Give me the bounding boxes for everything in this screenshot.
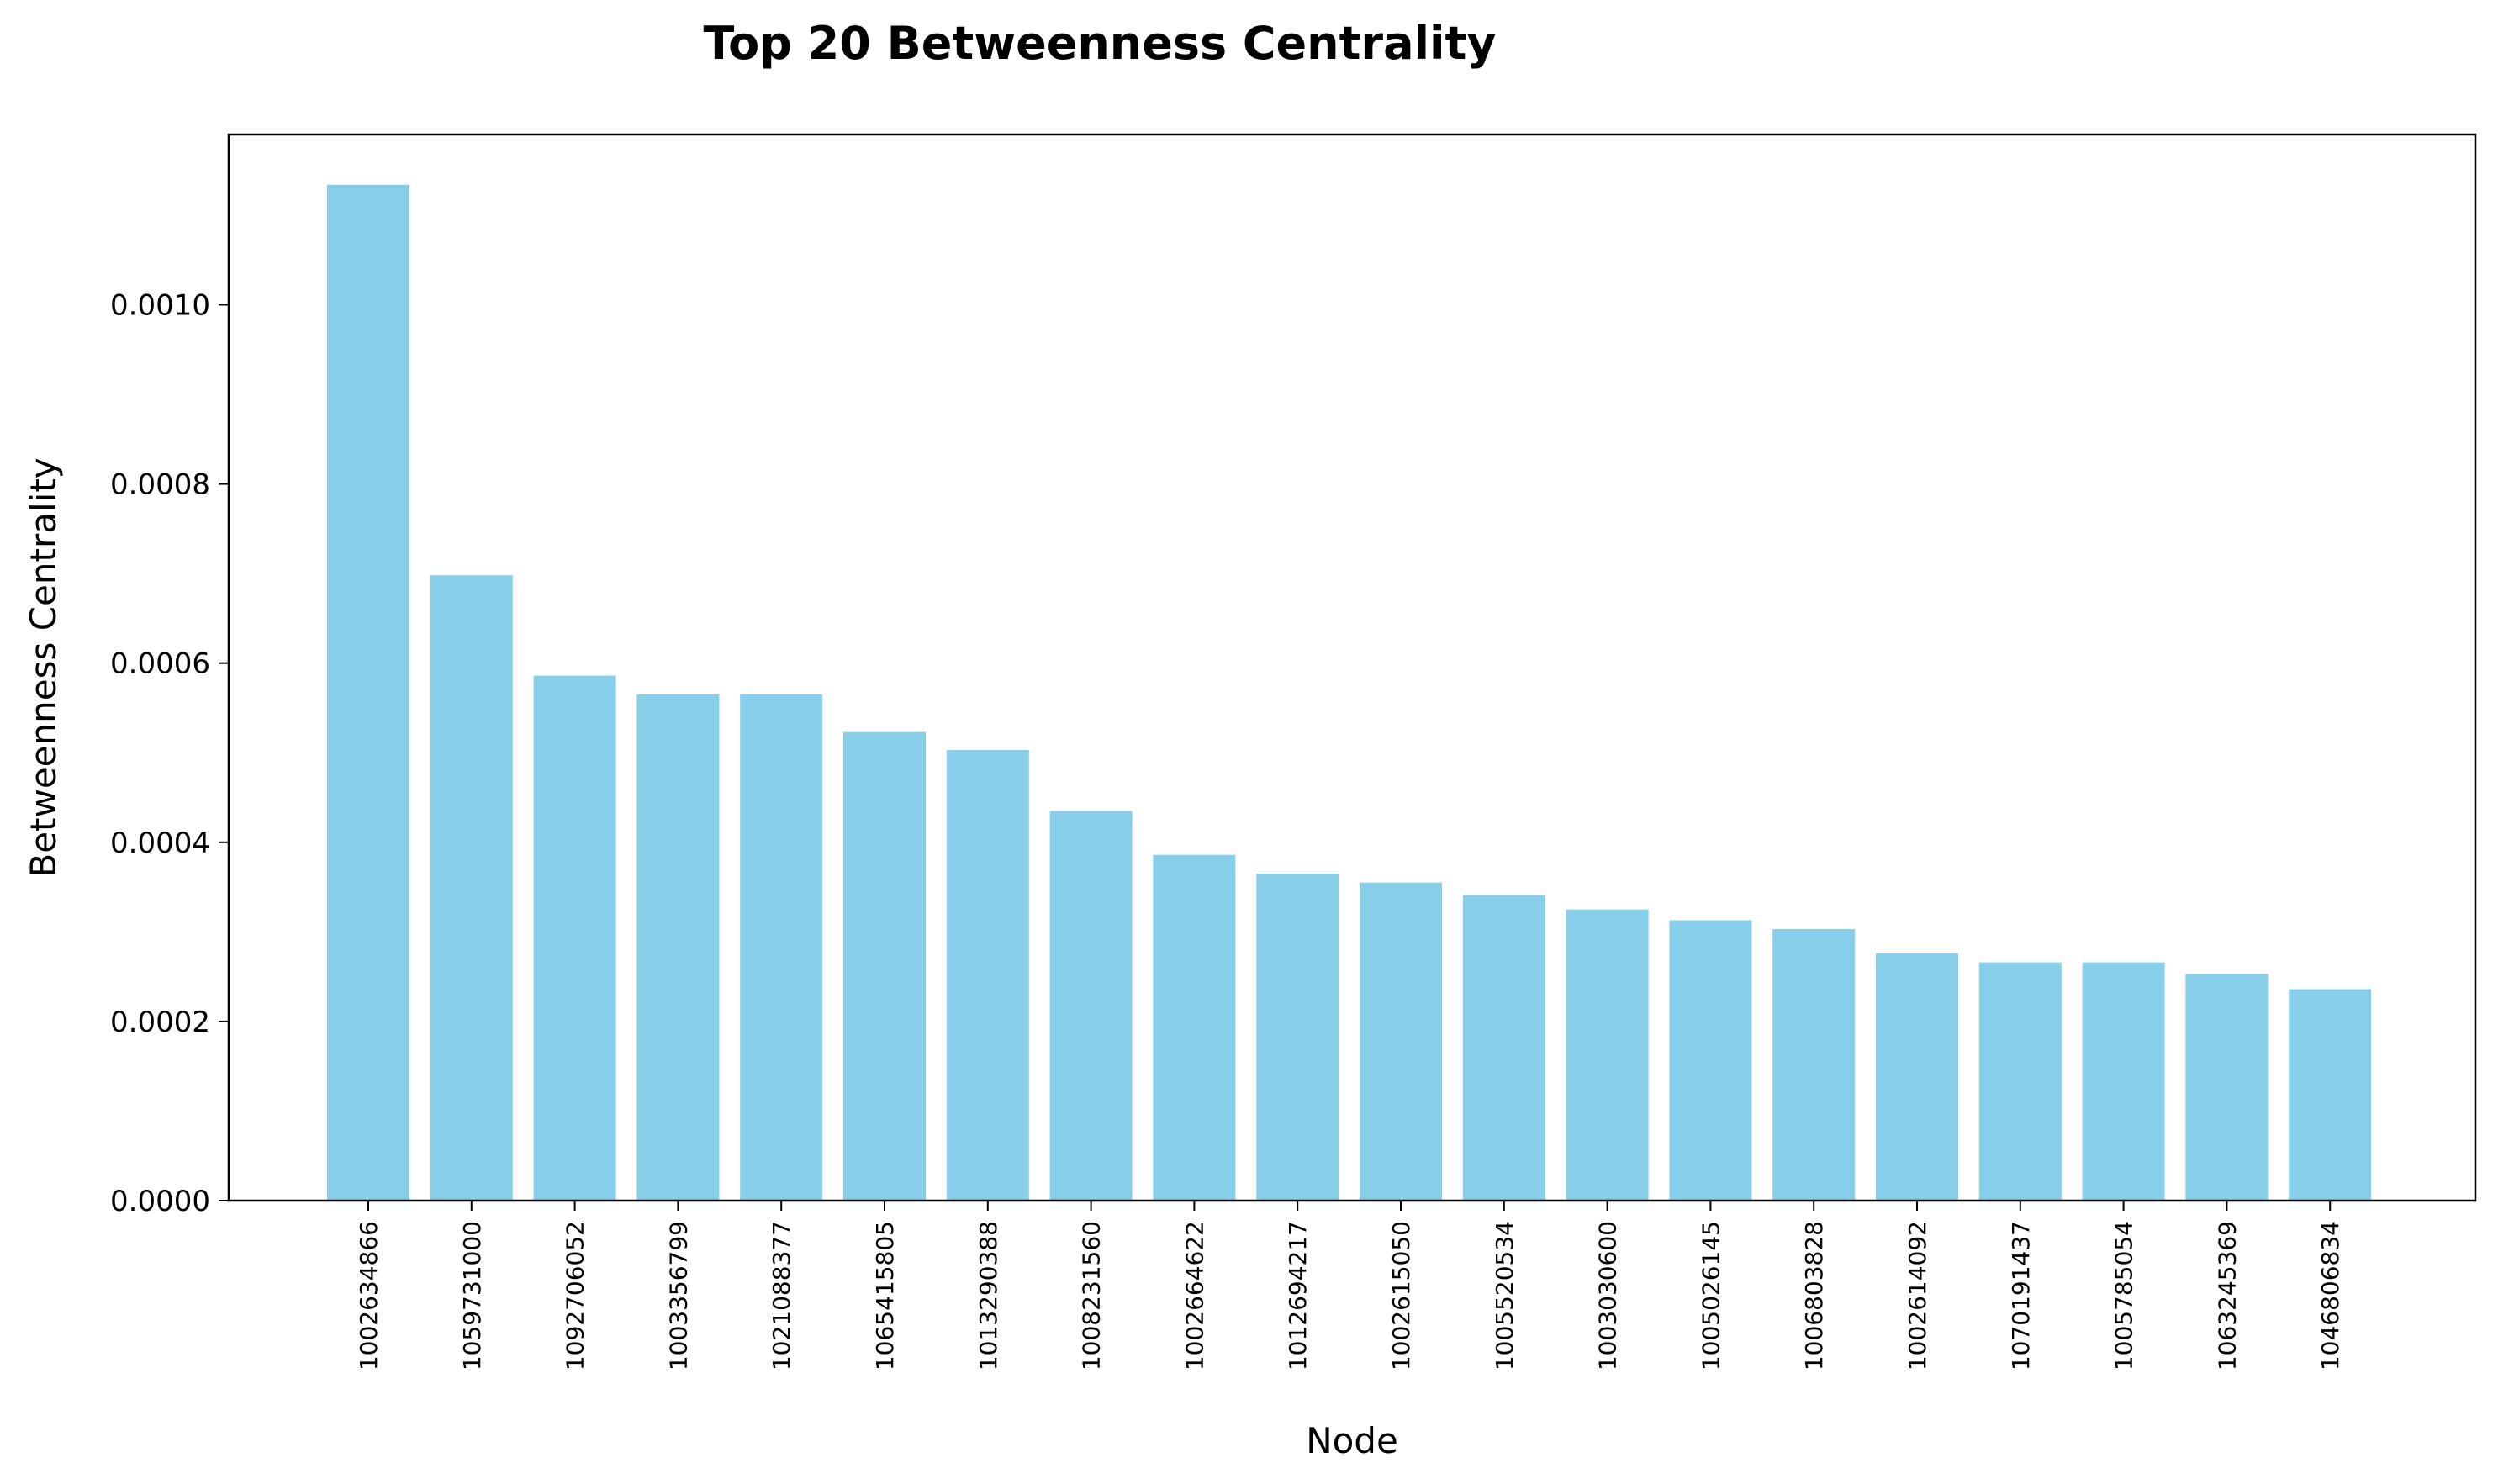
y-tick-label: 0.0006: [110, 647, 210, 681]
bar-1092706052: [533, 675, 616, 1201]
bar-1065415805: [843, 731, 926, 1201]
x-tick-label: 1002634866: [355, 1221, 383, 1370]
y-tick-label: 0.0002: [110, 1006, 210, 1039]
bar-1070191437: [1978, 962, 2062, 1201]
bar-1021088377: [740, 694, 823, 1201]
bar-1002634866: [327, 184, 409, 1201]
x-tick-label: 1092706052: [562, 1221, 589, 1370]
chart-title: Top 20 Betweenness Centrality: [703, 17, 1496, 70]
x-tick-label: 1005520534: [1491, 1221, 1519, 1370]
x-tick-label: 1003356799: [664, 1221, 692, 1370]
x-axis: 1002634866 1059731000 1092706052 1003356799…: [355, 1201, 2344, 1370]
bar-1008231560: [1049, 811, 1133, 1201]
x-tick-label: 1005785054: [2110, 1221, 2138, 1370]
bar-1005785054: [2082, 962, 2165, 1201]
bar-1005520534: [1462, 895, 1545, 1201]
bar-1002664622: [1153, 854, 1236, 1201]
bar-1012694217: [1256, 874, 1339, 1201]
x-axis-label: Node: [1306, 1420, 1398, 1461]
bar-1002614092: [1876, 953, 1958, 1201]
x-tick-label: 1002615050: [1387, 1221, 1415, 1370]
bars-group: [327, 184, 2372, 1201]
y-tick-label: 0.0008: [110, 468, 210, 502]
plot-frame: [227, 133, 2477, 1202]
x-tick-label: 1013290388: [974, 1221, 1002, 1370]
x-tick-label: 1002614092: [1904, 1221, 1931, 1370]
x-tick-label: 1046806834: [2316, 1221, 2344, 1370]
bar-1059731000: [430, 575, 513, 1201]
x-tick-label: 1005026145: [1697, 1221, 1725, 1370]
y-tick-label: 0.0010: [110, 288, 210, 322]
y-tick-label: 0.0004: [110, 826, 210, 860]
bar-1006803828: [1772, 929, 1856, 1201]
x-tick-label: 1003030600: [1594, 1221, 1622, 1370]
x-tick-label: 1070191437: [2007, 1221, 2035, 1370]
bar-1046806834: [2289, 989, 2372, 1201]
x-tick-label: 1059731000: [458, 1221, 486, 1370]
bar-1002615050: [1360, 882, 1442, 1201]
bar-1013290388: [946, 750, 1029, 1201]
bar-1003030600: [1566, 909, 1649, 1201]
bar-1005026145: [1669, 920, 1752, 1201]
bar-1003356799: [636, 694, 720, 1201]
x-tick-label: 1002664622: [1180, 1221, 1208, 1370]
y-axis: 0.0000 0.0002 0.0004 0.0006 0.0008 0.0010: [110, 288, 229, 1218]
y-tick-label: 0.0000: [110, 1185, 210, 1218]
bar-1063245369: [2185, 974, 2269, 1201]
x-tick-label: 1006803828: [1800, 1221, 1828, 1370]
x-tick-label: 1021088377: [768, 1221, 795, 1370]
x-tick-label: 1008231560: [1078, 1221, 1106, 1370]
x-tick-label: 1012694217: [1284, 1221, 1312, 1370]
x-tick-label: 1065415805: [871, 1221, 899, 1370]
y-axis-label: Betweenness Centrality: [23, 457, 64, 877]
x-tick-label: 1063245369: [2213, 1221, 2241, 1370]
